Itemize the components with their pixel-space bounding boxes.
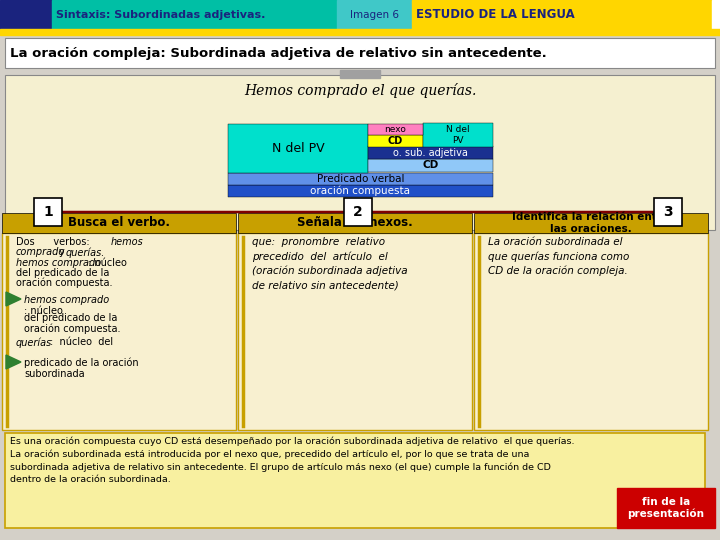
Text: Identifica la relación entre
las oraciones.: Identifica la relación entre las oracion…: [513, 212, 670, 234]
Text: : núcleo: : núcleo: [88, 258, 127, 268]
Text: hemos: hemos: [111, 237, 144, 247]
Bar: [340, 70, 380, 78]
Bar: [0, 0, 52, 30]
Bar: [474, 213, 708, 233]
Bar: [2, 213, 236, 233]
Text: CD: CD: [388, 136, 403, 146]
Bar: [412, 0, 712, 30]
Polygon shape: [6, 292, 21, 306]
Bar: [2, 233, 236, 430]
Text: predicado de la oración: predicado de la oración: [24, 358, 139, 368]
Text: subordinada: subordinada: [24, 369, 85, 379]
Bar: [344, 198, 372, 226]
Text: 3: 3: [663, 205, 672, 219]
Bar: [228, 173, 493, 185]
Text: ESTUDIO DE LA LENGUA: ESTUDIO DE LA LENGUA: [416, 9, 575, 22]
Bar: [474, 233, 708, 430]
Text: Imagen 6: Imagen 6: [349, 10, 398, 20]
Text: Busca el verbo.: Busca el verbo.: [68, 217, 170, 230]
Text: Predicado verbal: Predicado verbal: [317, 174, 404, 184]
Text: Sintaxis: Subordinadas adjetivas.: Sintaxis: Subordinadas adjetivas.: [56, 10, 266, 20]
Bar: [0, 29, 720, 35]
Text: oración compuesta.: oración compuesta.: [16, 278, 112, 288]
Bar: [337, 0, 412, 30]
Polygon shape: [6, 355, 21, 369]
Bar: [5, 433, 705, 528]
Text: Hemos comprado el que querías.: Hemos comprado el que querías.: [244, 83, 476, 98]
Text: CD: CD: [423, 160, 438, 171]
Text: que:  pronombre  relativo
precedido  del  artículo  el
(oración subordinada adje: que: pronombre relativo precedido del ar…: [252, 237, 408, 291]
Text: N del PV: N del PV: [271, 142, 324, 155]
Text: 1: 1: [43, 205, 53, 219]
Text: y: y: [59, 247, 68, 257]
Bar: [34, 198, 62, 226]
Bar: [5, 75, 715, 230]
Bar: [712, 0, 720, 30]
Text: La oración compleja: Subordinada adjetiva de relativo sin antecedente.: La oración compleja: Subordinada adjetiv…: [10, 46, 546, 59]
Text: La oración subordinada el
que querías funciona como
CD de la oración compleja.: La oración subordinada el que querías fu…: [488, 237, 629, 276]
Bar: [654, 198, 682, 226]
Text: o. sub. adjetiva: o. sub. adjetiva: [393, 147, 468, 158]
Text: :  núcleo  del: : núcleo del: [50, 337, 113, 347]
Bar: [368, 124, 423, 135]
Text: del predicado de la: del predicado de la: [16, 268, 109, 278]
Bar: [368, 159, 493, 172]
Text: querías.: querías.: [66, 247, 105, 258]
Bar: [617, 488, 715, 528]
Text: hemos comprado: hemos comprado: [24, 295, 109, 305]
Bar: [238, 213, 472, 233]
Text: fin de la
presentación: fin de la presentación: [628, 497, 704, 519]
Text: oración compuesta.: oración compuesta.: [24, 323, 120, 334]
Text: oración compuesta: oración compuesta: [310, 186, 410, 196]
Bar: [5, 38, 715, 68]
Text: Señala los nexos.: Señala los nexos.: [297, 217, 413, 230]
Text: nexo: nexo: [384, 125, 406, 134]
Bar: [228, 124, 368, 173]
Text: comprado: comprado: [16, 247, 66, 257]
Bar: [228, 185, 493, 197]
Text: 2: 2: [353, 205, 363, 219]
Bar: [423, 123, 493, 147]
Bar: [238, 233, 472, 430]
Bar: [52, 0, 337, 30]
Text: hemos comprado: hemos comprado: [16, 258, 102, 268]
Bar: [368, 146, 493, 159]
Text: N del
PV: N del PV: [446, 125, 470, 145]
Text: del predicado de la: del predicado de la: [24, 313, 117, 323]
Text: Dos      verbos:: Dos verbos:: [16, 237, 105, 247]
Text: Es una oración compuesta cuyo CD está desempeñado por la oración subordinada adj: Es una oración compuesta cuyo CD está de…: [10, 436, 575, 484]
Bar: [368, 135, 423, 147]
Text: : núcleo: : núcleo: [24, 306, 63, 316]
Text: querías: querías: [16, 337, 53, 348]
